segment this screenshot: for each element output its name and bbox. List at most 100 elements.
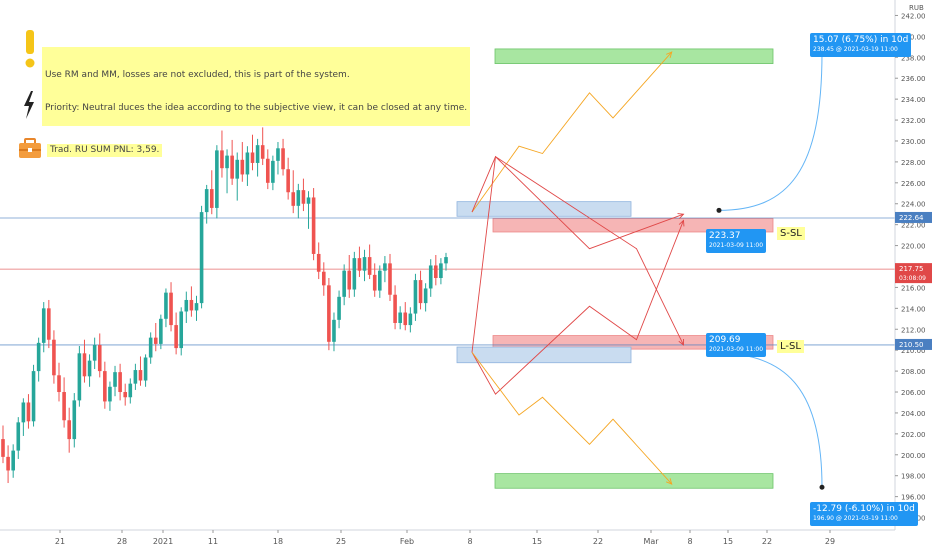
zone-entry-long — [456, 346, 632, 364]
y-tick-label: 212.00 — [901, 326, 926, 334]
candle-body — [408, 313, 413, 326]
candle-body — [393, 294, 397, 323]
x-tick-label: 2021 — [153, 537, 173, 546]
up-target-label: 15.07 (6.75%) in 10d — [813, 35, 909, 45]
scenario-path — [471, 155, 684, 353]
candle-body — [418, 280, 423, 304]
down-start-label: 209.69 — [709, 335, 741, 345]
scenario-arrow — [666, 478, 673, 485]
candle-body — [311, 197, 316, 254]
down-start-sub: 2021-03-09 11:00 — [709, 346, 764, 353]
short-stop-label: S-SL — [777, 227, 805, 240]
candle-body — [265, 158, 270, 183]
candle-body — [113, 372, 117, 387]
candle-body — [367, 257, 372, 275]
x-tick-label: 15 — [532, 537, 542, 546]
price-line-value: 222.64 — [899, 214, 924, 222]
candle-body — [103, 371, 107, 402]
candle-body — [138, 370, 143, 381]
price-line-badge — [895, 211, 932, 223]
candle-body — [337, 296, 341, 320]
candle-body — [52, 339, 56, 376]
x-tick-label: 21 — [55, 537, 65, 546]
y-tick-label: 196.00 — [901, 494, 926, 502]
projection-curve — [718, 352, 823, 488]
candle-body — [189, 299, 194, 311]
candle-body — [97, 344, 102, 372]
up-start-label: 223.37 — [709, 231, 741, 241]
candle-body — [398, 312, 402, 323]
up-target-tag: 15.07 (6.75%) in 10d 238.45 @ 2021-03-19… — [810, 33, 912, 57]
price-line-badge — [895, 263, 932, 284]
candle-body — [148, 337, 153, 358]
candle-body — [301, 190, 306, 204]
candle-body — [41, 308, 46, 343]
candle-body — [347, 270, 352, 290]
candle-body — [184, 299, 189, 312]
y-tick-label: 220.00 — [901, 243, 926, 251]
x-tick-label: 25 — [336, 537, 346, 546]
candle-body — [194, 303, 199, 311]
candle-body — [67, 420, 71, 440]
price-line-value: 217.75 — [899, 265, 924, 273]
currency-label: RUB — [909, 4, 924, 12]
candle-body — [209, 189, 214, 208]
x-tick-label: 28 — [117, 537, 127, 546]
zone-stop-short — [492, 217, 774, 233]
y-tick-label: 214.00 — [901, 305, 926, 313]
x-tick-label: 8 — [467, 537, 472, 546]
candle-body — [16, 422, 21, 451]
candle-body — [352, 258, 357, 290]
y-tick-label: 222.00 — [901, 222, 926, 230]
candle-body — [57, 375, 61, 393]
y-tick-label: 236.00 — [901, 75, 926, 83]
zone-target-down — [494, 473, 774, 489]
scenario-path — [471, 51, 673, 213]
candle-body — [47, 308, 51, 340]
y-tick-label: 228.00 — [901, 159, 926, 167]
up-target-sub: 238.45 @ 2021-03-19 11:00 — [813, 46, 898, 53]
scenario-paths-layer — [471, 51, 685, 485]
y-tick-label: 202.00 — [901, 431, 926, 439]
candles-layer — [1, 127, 448, 484]
y-tick-label: 230.00 — [901, 138, 926, 146]
candle-body — [240, 159, 245, 175]
exclamation-icon — [25, 30, 35, 75]
candle-body — [388, 263, 392, 295]
candle-body — [62, 392, 66, 421]
candle-body — [128, 383, 133, 398]
scenario-path — [471, 220, 684, 395]
candle-body — [21, 402, 26, 423]
scenario-arrow — [666, 51, 673, 58]
x-tick-label: Mar — [643, 537, 659, 546]
y-tick-label: 204.00 — [901, 410, 926, 418]
price-line-value: 210.50 — [899, 341, 924, 349]
y-tick-label: 210.00 — [901, 347, 926, 355]
pnl-note: Trad. RU SUM PNL: 3,59. — [47, 144, 163, 157]
candle-body — [92, 344, 97, 361]
zone-stop-long — [492, 335, 774, 350]
candle-body — [26, 402, 31, 422]
candle-body — [306, 197, 311, 204]
zone-entry-short — [456, 201, 632, 217]
candle-body — [204, 189, 209, 213]
up-start-sub: 2021-03-09 11:00 — [709, 242, 764, 249]
candle-body — [143, 357, 148, 381]
priority-note: Priority: Neutral — [42, 102, 119, 115]
candle-body — [434, 265, 438, 279]
candle-body — [291, 192, 296, 206]
scenario-arrow — [677, 213, 685, 219]
candle-body — [169, 292, 173, 326]
down-target-tag: -12.79 (-6.10%) in 10d 196.90 @ 2021-03-… — [810, 502, 918, 526]
candle-body — [235, 159, 240, 179]
candle-body — [11, 450, 15, 471]
y-tick-label: 198.00 — [901, 473, 926, 481]
x-tick-label: 11 — [208, 537, 218, 546]
candle-body — [439, 263, 443, 279]
y-tick-label: 242.00 — [901, 12, 926, 20]
candle-body — [327, 285, 331, 342]
candle-body — [174, 325, 178, 349]
y-tick-label: 200.00 — [901, 452, 926, 460]
y-tick-label: 208.00 — [901, 368, 926, 376]
